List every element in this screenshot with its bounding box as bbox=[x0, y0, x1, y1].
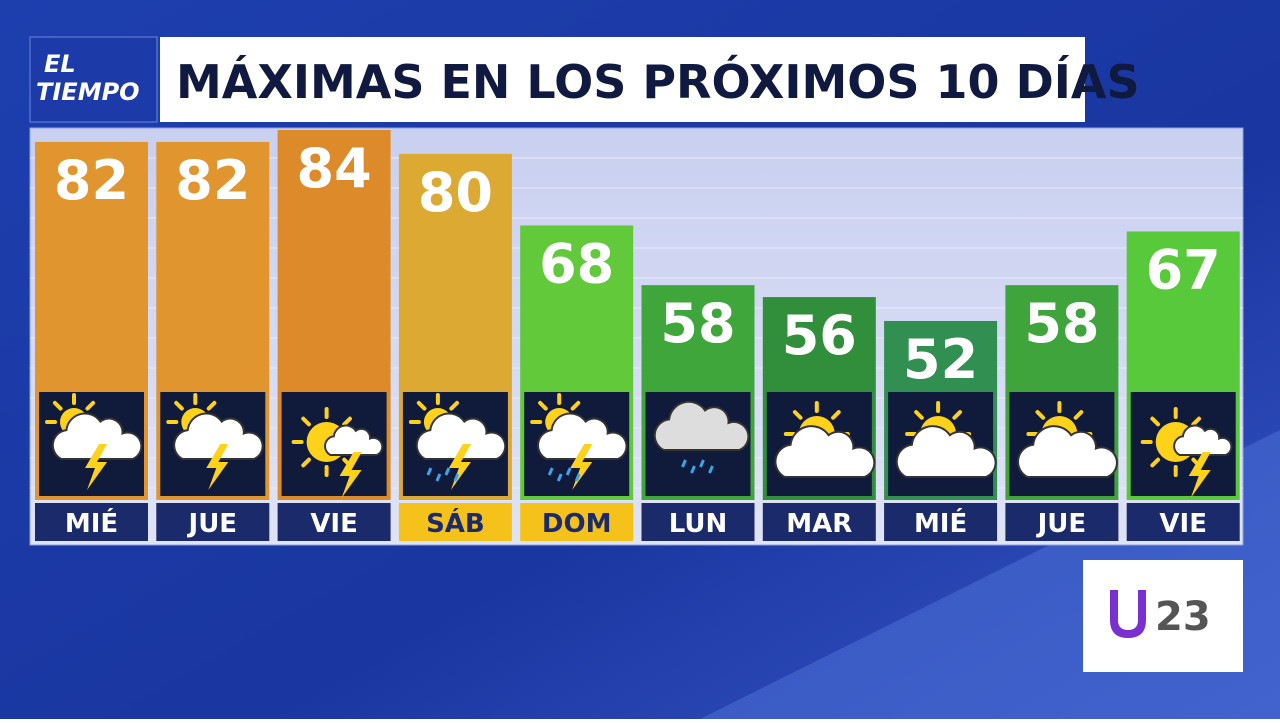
icon-ray bbox=[538, 400, 548, 411]
icon-cloud bbox=[324, 424, 384, 456]
x-tick-label: MIÉ bbox=[65, 507, 118, 539]
icon-ray bbox=[416, 400, 427, 411]
icon-rain bbox=[690, 465, 696, 474]
icon-ray bbox=[52, 400, 63, 411]
value-label: 58 bbox=[660, 292, 735, 355]
day-label-bg bbox=[884, 503, 998, 541]
icon-ray bbox=[792, 410, 803, 420]
icon-rain bbox=[426, 467, 433, 476]
icon-ray bbox=[1150, 416, 1161, 427]
icon-ray bbox=[301, 416, 311, 427]
station-logo bbox=[1083, 560, 1243, 672]
icon-ray bbox=[831, 410, 841, 420]
day-label-bg bbox=[520, 503, 634, 541]
x-tick-label: VIE bbox=[310, 509, 358, 539]
icon-rain bbox=[574, 473, 581, 482]
x-tick-label: LUN bbox=[669, 509, 728, 539]
icon-ray bbox=[85, 400, 96, 411]
icon-cloud bbox=[1173, 424, 1233, 456]
icon-rain bbox=[453, 473, 460, 482]
icon-cloud bbox=[895, 425, 997, 478]
value-label: 82 bbox=[54, 149, 129, 212]
day-label-bg bbox=[398, 503, 512, 541]
icon-ray bbox=[1150, 457, 1161, 468]
icon-bolt bbox=[570, 444, 593, 490]
day-label-bg bbox=[35, 503, 148, 541]
show-logo bbox=[29, 36, 158, 123]
icon-rain bbox=[708, 465, 714, 474]
icon-ray bbox=[1035, 410, 1046, 420]
value-label: 56 bbox=[782, 304, 857, 367]
day-label-bg bbox=[1005, 503, 1119, 541]
x-tick-label: VIE bbox=[1159, 509, 1207, 539]
value-label: 82 bbox=[175, 149, 250, 212]
day-label-bg bbox=[156, 503, 270, 541]
icon-cloud bbox=[173, 412, 264, 460]
icon-bolt bbox=[85, 444, 107, 490]
value-label: 67 bbox=[1146, 238, 1221, 301]
x-tick-label: JUE bbox=[187, 509, 238, 539]
icon-rain bbox=[547, 467, 554, 476]
icon-ray bbox=[952, 410, 963, 420]
x-tick-label: DOM bbox=[542, 509, 612, 539]
icon-cloud bbox=[774, 425, 876, 478]
value-label: 52 bbox=[903, 328, 978, 391]
value-label: 84 bbox=[297, 137, 372, 200]
day-label-bg bbox=[277, 503, 391, 541]
icon-cloud bbox=[51, 412, 143, 460]
icon-ray bbox=[174, 400, 184, 411]
icon-bolt bbox=[339, 452, 362, 498]
icon-cloud bbox=[537, 412, 628, 460]
icon-bolt bbox=[448, 444, 471, 490]
icon-rain bbox=[565, 467, 572, 476]
icon-rain bbox=[681, 459, 687, 468]
chart-title: MÁXIMAS EN LOS PRÓXIMOS 10 DÍAS bbox=[176, 55, 1140, 109]
show-logo-text: EL bbox=[44, 50, 76, 78]
station-logo-mark bbox=[1110, 590, 1146, 638]
bars: 82 MIÉ 82 JUE 84 VIE 80 SÁB 68 DOM 58 LUN 56 MAR 52 MIÉ… bbox=[30, 130, 1243, 541]
show-logo-text: TIEMPO bbox=[36, 78, 140, 106]
icon-rain bbox=[699, 459, 705, 468]
icon-ray bbox=[1073, 410, 1084, 420]
icon-ray bbox=[1191, 416, 1202, 427]
day-label-bg bbox=[1126, 503, 1240, 541]
value-label: 58 bbox=[1024, 292, 1099, 355]
icon-ray bbox=[570, 400, 581, 411]
icon-ray bbox=[342, 416, 352, 427]
day-label-bg bbox=[641, 503, 755, 541]
icon-ray bbox=[301, 457, 311, 468]
icon-cloud bbox=[415, 412, 507, 460]
icon-cloud bbox=[1017, 425, 1118, 478]
value-label: 80 bbox=[418, 161, 493, 224]
value-label: 68 bbox=[539, 232, 614, 295]
icon-cloud bbox=[653, 400, 750, 451]
x-tick-label: SÁB bbox=[426, 507, 485, 539]
icon-rain bbox=[444, 467, 451, 476]
icon-bolt bbox=[206, 444, 229, 490]
icon-bolt bbox=[1188, 452, 1211, 498]
x-tick-label: MIÉ bbox=[914, 507, 967, 539]
x-tick-label: MAR bbox=[786, 509, 852, 539]
x-tick-label: JUE bbox=[1036, 509, 1087, 539]
day-label-bg bbox=[762, 503, 876, 541]
icon-ray bbox=[206, 400, 217, 411]
icon-ray bbox=[449, 400, 459, 411]
icon-rain bbox=[435, 473, 442, 482]
icon-ray bbox=[914, 410, 924, 420]
icon-rain bbox=[556, 473, 563, 482]
title-box bbox=[160, 37, 1085, 122]
station-logo-text: 23 bbox=[1155, 594, 1211, 640]
